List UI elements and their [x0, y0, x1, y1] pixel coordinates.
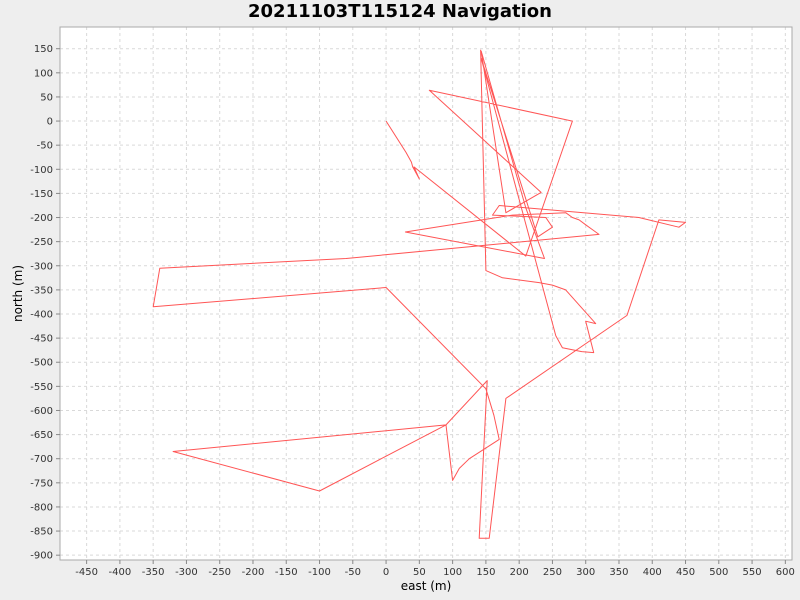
x-tick-label: 100: [443, 567, 462, 578]
y-axis-label: north (m): [11, 265, 25, 322]
y-tick-label: -100: [30, 165, 53, 176]
y-tick-label: 0: [47, 117, 53, 128]
x-tick-label: 500: [709, 567, 728, 578]
y-tick-label: -250: [30, 237, 53, 248]
x-tick-label: 350: [609, 567, 628, 578]
y-tick-label: -700: [30, 454, 53, 465]
y-tick-label: -550: [30, 382, 53, 393]
y-tick-label: -300: [30, 261, 53, 272]
x-tick-label: -100: [308, 567, 331, 578]
y-tick-label: -450: [30, 334, 53, 345]
x-tick-label: 150: [476, 567, 495, 578]
y-tick-label: -400: [30, 310, 53, 321]
x-axis-label: east (m): [401, 579, 452, 593]
trajectory-line: [152, 49, 686, 539]
x-tick-label: -400: [109, 567, 132, 578]
y-tick-label: -850: [30, 527, 53, 538]
x-tick-label: -300: [175, 567, 198, 578]
x-tick-label: -50: [345, 567, 361, 578]
x-tick-label: 550: [743, 567, 762, 578]
x-tick-label: -150: [275, 567, 298, 578]
x-tick-label: -250: [208, 567, 231, 578]
plot-border: [59, 26, 793, 561]
chart-title: 20211103T115124 Navigation: [248, 1, 552, 22]
axes-layer: -450 -400 -350 -300 -250 -200 -150 -100 -50 0 50 10…: [30, 26, 795, 578]
x-tick-label: -450: [75, 567, 98, 578]
plot-area: [60, 27, 792, 560]
x-tick-label: -350: [142, 567, 165, 578]
y-tick-label: -600: [30, 406, 53, 417]
x-tick-label: 450: [676, 567, 695, 578]
y-tick-label: -500: [30, 358, 53, 369]
x-tick-label: 400: [643, 567, 662, 578]
x-tick-label: 50: [413, 567, 426, 578]
x-tick-label: 200: [510, 567, 529, 578]
x-tick-label: 250: [543, 567, 562, 578]
x-tick-label: -200: [242, 567, 265, 578]
y-tick-label: 50: [40, 92, 53, 103]
x-tick-label: 300: [576, 567, 595, 578]
y-tick-label: 150: [34, 44, 53, 55]
y-tick-label: -750: [30, 478, 53, 489]
y-tick-label: -900: [30, 551, 53, 562]
x-tick-label: 600: [776, 567, 795, 578]
y-tick-label: -350: [30, 285, 53, 296]
x-tick-label: 0: [383, 567, 389, 578]
y-tick-label: -200: [30, 213, 53, 224]
y-tick-label: -800: [30, 502, 53, 513]
series-layer: [152, 49, 686, 539]
y-tick-label: 100: [34, 68, 53, 79]
y-tick-label: -150: [30, 189, 53, 200]
grid-layer: [60, 27, 792, 560]
y-tick-label: -650: [30, 430, 53, 441]
y-tick-label: -50: [37, 141, 53, 152]
